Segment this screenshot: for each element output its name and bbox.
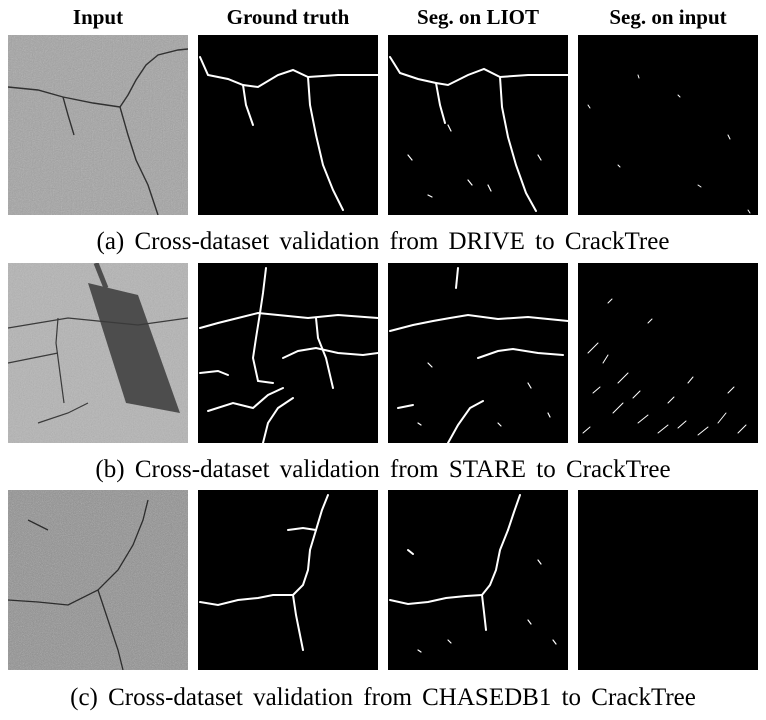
- caption-row-c: (c) Cross-dataset validation from CHASED…: [70, 684, 696, 711]
- row-c-seg-input-mask: [578, 490, 758, 670]
- caption-row-b: (b) Cross-dataset validation from STARE …: [95, 456, 671, 483]
- row-b-ground-truth-mask: [198, 263, 378, 443]
- row-b-seg-input-mask: [578, 263, 758, 443]
- header-seg-input: Seg. on input: [609, 5, 727, 29]
- row-b-input-image: [8, 263, 188, 443]
- row-b-seg-liot-mask: [388, 263, 568, 443]
- row-c-seg-liot-mask: [388, 490, 568, 670]
- header-input: Input: [72, 5, 124, 29]
- row-a-input-image: [8, 35, 188, 215]
- row-a-ground-truth-mask: [198, 35, 378, 215]
- header-seg-liot: Seg. on LIOT: [417, 5, 539, 29]
- row-c-ground-truth-mask: [198, 490, 378, 670]
- row-a-seg-input-mask: [578, 35, 758, 215]
- row-c-input-image: [8, 490, 188, 670]
- row-a-seg-liot-mask: [388, 35, 568, 215]
- header-ground-truth: Ground truth: [226, 5, 350, 29]
- caption-row-a: (a) Cross-dataset validation from DRIVE …: [96, 228, 670, 255]
